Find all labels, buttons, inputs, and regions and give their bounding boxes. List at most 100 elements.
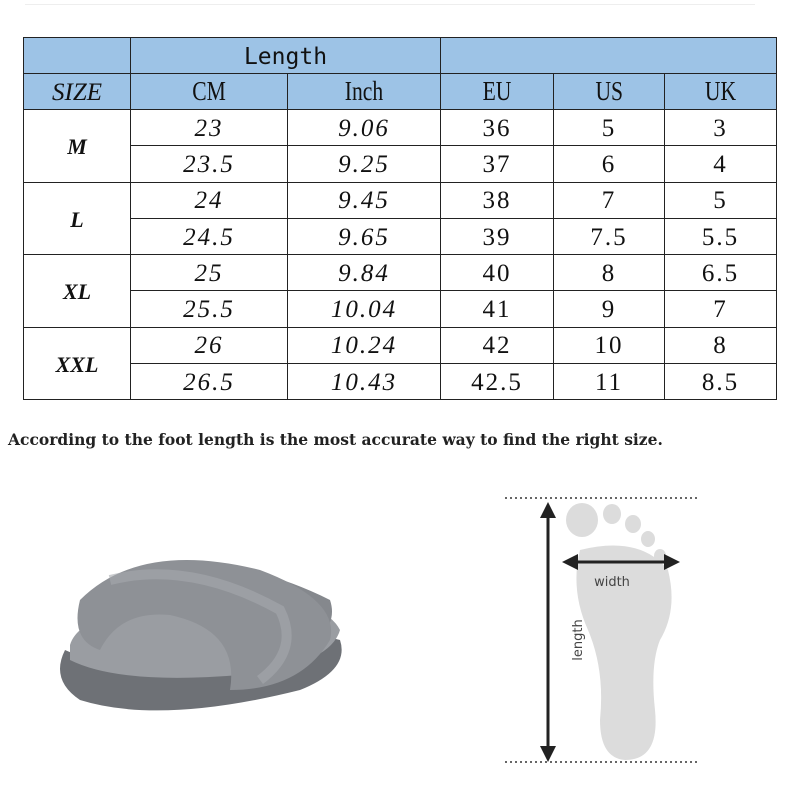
inch-value: 10.04 (330, 296, 398, 324)
cm-cell: 26.5 (130, 363, 288, 401)
col-size: SIZE (23, 73, 131, 110)
cm-value: 23 (194, 114, 224, 142)
size-label: M (67, 134, 87, 160)
size-note: According to the foot length is the most… (8, 430, 663, 449)
cm-value: 24 (194, 187, 224, 215)
slipper-image (60, 560, 342, 711)
uk-cell: 8.5 (664, 363, 777, 401)
us-value: 9 (601, 296, 617, 324)
us-value: 7 (601, 187, 617, 215)
length-arrow-bottom-icon (540, 746, 556, 762)
eu-cell: 41 (440, 290, 554, 328)
inch-value: 9.45 (338, 187, 390, 215)
table-row: 24.5 9.65 39 7.5 5.5 (24, 217, 777, 256)
uk-cell: 4 (664, 145, 777, 183)
us-value: 7.5 (590, 223, 628, 251)
inch-cell: 10.24 (287, 326, 441, 365)
col-inch-label: Inch (344, 76, 384, 106)
cm-value: 26.5 (183, 368, 235, 396)
us-cell: 7 (553, 181, 665, 219)
inch-value: 9.65 (338, 223, 390, 251)
eu-cell: 42.5 (440, 363, 554, 401)
cm-cell: 24.5 (130, 217, 288, 256)
col-inch: Inch (287, 73, 441, 110)
top-divider (25, 4, 755, 5)
us-cell: 7.5 (553, 217, 665, 256)
eu-value: 42 (482, 332, 512, 360)
inch-cell: 9.45 (287, 181, 441, 219)
inch-value: 9.06 (338, 114, 390, 142)
uk-cell: 8 (664, 326, 777, 365)
uk-value: 8.5 (701, 368, 740, 396)
length-label: length (571, 619, 586, 660)
cm-value: 23.5 (183, 150, 235, 178)
eu-value: 37 (482, 150, 512, 178)
eu-value: 39 (482, 223, 512, 251)
inch-value: 10.43 (330, 368, 398, 396)
inch-cell: 10.04 (287, 290, 441, 328)
us-cell: 5 (553, 108, 665, 147)
uk-cell: 3 (664, 108, 777, 147)
cm-cell: 23 (130, 108, 288, 147)
us-value: 10 (594, 332, 624, 360)
uk-value: 7 (713, 296, 728, 324)
us-cell: 6 (553, 145, 665, 183)
us-cell: 10 (553, 326, 665, 365)
eu-cell: 38 (440, 181, 554, 219)
inch-value: 9.25 (338, 150, 390, 178)
table-row: L 24 9.45 38 7 5 (23, 181, 777, 256)
us-value: 11 (594, 368, 624, 396)
eu-cell: 36 (440, 108, 554, 147)
size-label: XL (62, 279, 92, 305)
inch-value: 9.84 (338, 259, 390, 287)
header-blank-right (440, 37, 777, 74)
cm-cell: 26 (130, 326, 288, 365)
inch-cell: 10.43 (287, 363, 441, 401)
table-row: 23.5 9.25 37 6 4 (24, 145, 777, 183)
cm-value: 25.5 (183, 296, 235, 324)
eu-value: 42.5 (471, 368, 523, 396)
size-chart-table: Length SIZE CM Inch EU US UK M 23 9.06 36 5 3… (23, 37, 777, 401)
inch-cell: 9.84 (287, 254, 441, 292)
cm-value: 25 (194, 259, 224, 287)
length-arrow-top-icon (540, 502, 556, 518)
inch-value: 10.24 (330, 332, 398, 360)
inch-cell: 9.25 (287, 145, 441, 183)
size-cell: XL (23, 254, 131, 328)
foot-icon (566, 503, 672, 760)
uk-cell: 7 (664, 290, 777, 328)
size-cell: M (23, 109, 131, 183)
eu-value: 36 (482, 114, 512, 142)
eu-value: 38 (482, 187, 512, 215)
inch-cell: 9.65 (287, 217, 441, 256)
group-header-row: Length (23, 37, 777, 74)
header-blank (23, 37, 131, 74)
table-row: XXL 26 10.24 42 10 8 (23, 326, 777, 401)
col-uk-label: UK (704, 76, 737, 106)
inch-cell: 9.06 (287, 108, 441, 147)
eu-value: 41 (482, 296, 512, 324)
uk-cell: 5 (664, 181, 777, 219)
cm-value: 24.5 (183, 223, 235, 251)
slipper-strap-front (77, 560, 332, 690)
eu-cell: 40 (440, 254, 554, 292)
uk-value: 8 (713, 332, 728, 360)
uk-value: 5.5 (701, 223, 740, 251)
column-header-row: SIZE CM Inch EU US UK (23, 73, 777, 110)
width-arrow-right-icon (664, 554, 680, 570)
cm-cell: 25 (130, 254, 288, 292)
size-cell: XXL (23, 326, 131, 401)
table-row: 25.5 10.04 41 9 7 (24, 290, 777, 328)
col-us: US (553, 73, 665, 110)
width-label: width (594, 575, 630, 590)
uk-value: 3 (713, 114, 728, 142)
cm-cell: 25.5 (130, 290, 288, 328)
col-eu: EU (440, 73, 554, 110)
col-eu-label: EU (482, 76, 512, 106)
eu-cell: 42 (440, 326, 554, 365)
us-value: 6 (601, 150, 617, 178)
col-cm: CM (130, 73, 288, 110)
col-us-label: US (595, 76, 623, 106)
us-value: 5 (601, 114, 617, 142)
eu-cell: 37 (440, 145, 554, 183)
